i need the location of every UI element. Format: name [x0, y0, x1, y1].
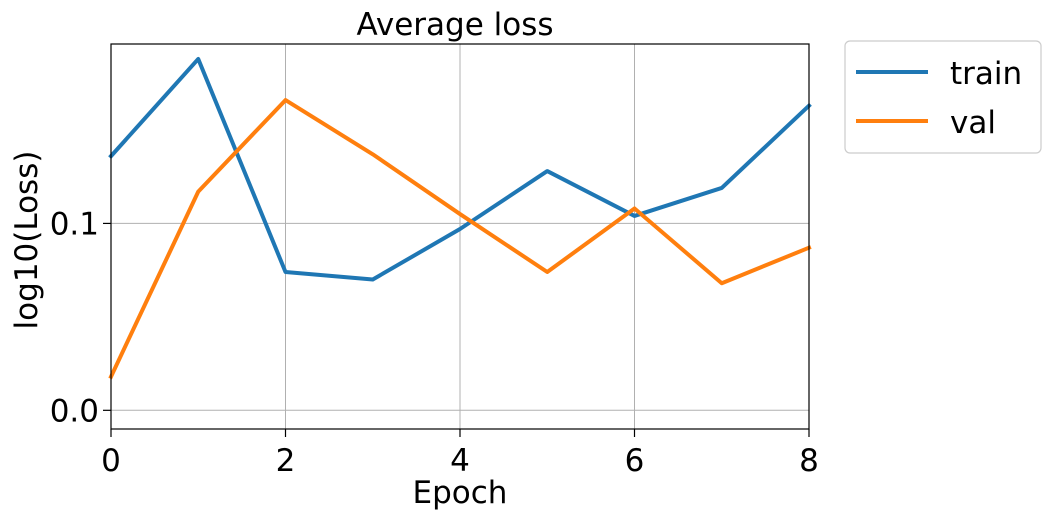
series-line-val: [108, 98, 812, 380]
y-axis-title: log10(Loss): [9, 151, 45, 330]
x-tick-label: 4: [450, 443, 470, 479]
x-tick-label: 6: [625, 443, 645, 479]
x-tick-label: 0: [101, 443, 121, 479]
x-axis-ticks: 0 2 4 6 8: [101, 429, 819, 479]
x-tick-label: 8: [799, 443, 819, 479]
legend: train val: [844, 40, 1042, 154]
chart-title: Average loss: [356, 7, 553, 43]
y-tick-label: 0.0: [50, 393, 99, 429]
legend-box: [844, 40, 1042, 154]
x-axis-title: Epoch: [413, 475, 508, 511]
series-line-train: [108, 56, 812, 282]
series-layer: [108, 56, 812, 380]
legend-label-val: val: [950, 105, 996, 141]
x-tick-label: 2: [276, 443, 296, 479]
y-axis-ticks: 0.0 0.1: [50, 206, 111, 429]
y-tick-label: 0.1: [50, 206, 99, 242]
legend-label-train: train: [950, 56, 1022, 92]
